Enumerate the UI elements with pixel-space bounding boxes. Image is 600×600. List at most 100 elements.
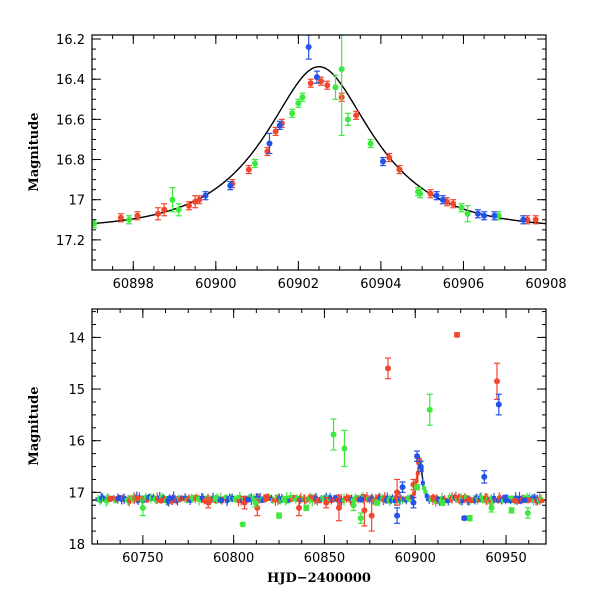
red-marker (335, 504, 342, 511)
red-data-point (361, 494, 368, 527)
blue-marker (474, 210, 481, 217)
green-data-point (239, 521, 246, 528)
x-tick-label: 60902 (278, 277, 319, 292)
green-marker (426, 406, 433, 413)
red-data-point (335, 494, 342, 522)
red-marker (158, 497, 165, 504)
baseline-point (415, 471, 420, 476)
baseline-point (209, 497, 214, 502)
red-data-point (466, 496, 473, 503)
blue-marker (433, 192, 440, 199)
green-marker (488, 504, 495, 511)
y-tick-label: 16.8 (56, 154, 85, 169)
green-data-point (458, 203, 465, 213)
y-tick-label: 16 (68, 435, 85, 450)
baseline-point (464, 495, 469, 500)
baseline-point (328, 495, 333, 500)
baseline-point (511, 496, 516, 501)
baseline-point (446, 498, 451, 503)
blue-marker (410, 499, 417, 506)
full-y-axis-label: Magnitude (27, 386, 42, 465)
baseline-point (516, 499, 521, 504)
green-marker (330, 431, 337, 438)
blue-marker (357, 496, 364, 503)
blue-marker (202, 192, 209, 199)
blue-data-point (202, 191, 209, 201)
red-data-point (158, 497, 165, 504)
green-marker (299, 94, 306, 101)
full-ticks: 60750 60800 60850 60900 60950 14 15 16 17 18 (68, 309, 546, 566)
blue-data-point (227, 181, 234, 191)
blue-data-point (379, 156, 386, 167)
baseline-point (104, 498, 109, 503)
red-marker (134, 212, 141, 219)
blue-marker (379, 158, 386, 165)
red-data-point (134, 211, 141, 221)
baseline-point (410, 494, 415, 499)
baseline-point (171, 495, 176, 500)
baseline-point (488, 498, 493, 503)
red-marker (117, 214, 124, 221)
baseline-point (347, 495, 352, 500)
green-marker (414, 484, 421, 491)
x-tick-label: 60906 (443, 277, 484, 292)
baseline-point (200, 495, 205, 500)
baseline-point (439, 496, 444, 501)
baseline-point (310, 498, 315, 503)
x-tick-label: 60898 (113, 277, 154, 292)
baseline-point (414, 478, 419, 483)
baseline-point (531, 497, 536, 502)
baseline-point (100, 495, 105, 500)
full-plot-frame (91, 308, 547, 545)
red-marker (107, 496, 114, 503)
blue-data-point (357, 496, 364, 503)
blue-marker (167, 495, 174, 502)
baseline-point (381, 498, 386, 503)
baseline-point (436, 496, 441, 501)
green-marker (139, 504, 146, 511)
green-data-point (367, 138, 374, 149)
baseline-point (500, 498, 505, 503)
green-data-point (303, 504, 310, 512)
green-data-point (426, 393, 433, 426)
blue-marker (305, 44, 312, 51)
green-data-point (417, 189, 424, 199)
baseline-point (492, 495, 497, 500)
green-marker (92, 220, 98, 227)
red-marker (450, 200, 457, 207)
red-marker (385, 365, 392, 372)
green-data-point (175, 203, 182, 217)
blue-data-point (474, 209, 481, 219)
green-data-point (508, 507, 515, 514)
blue-marker (439, 196, 446, 203)
green-data-point (350, 499, 357, 512)
red-marker (394, 489, 401, 496)
red-data-point (450, 199, 457, 209)
blue-marker (394, 512, 401, 519)
red-marker (155, 210, 162, 217)
green-marker (350, 502, 357, 509)
green-marker (303, 504, 310, 511)
y-tick-label: 17 (68, 486, 85, 501)
y-tick-label: 17.2 (56, 234, 85, 249)
y-tick-label: 16.2 (56, 33, 85, 48)
red-data-point (532, 215, 539, 225)
red-marker (134, 495, 141, 502)
baseline-point (235, 496, 240, 501)
green-data-point (344, 112, 351, 126)
blue-data-point (520, 215, 527, 225)
baseline-point (476, 498, 481, 503)
blue-marker (276, 122, 283, 129)
baseline-point (472, 498, 477, 503)
baseline-point (453, 495, 458, 500)
baseline-point (479, 495, 484, 500)
baseline-point (532, 495, 537, 500)
red-data-point (396, 164, 403, 175)
x-tick-label: 60750 (122, 551, 163, 566)
green-data-point (414, 484, 421, 491)
green-data-point (252, 158, 259, 169)
green-marker (357, 515, 364, 522)
red-marker (185, 202, 192, 209)
green-marker (374, 499, 381, 506)
